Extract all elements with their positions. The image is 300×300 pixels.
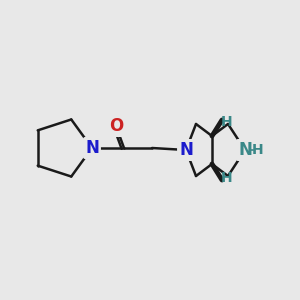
Text: H: H: [252, 143, 264, 157]
Text: N: N: [179, 141, 193, 159]
Text: N: N: [85, 139, 99, 157]
Text: H: H: [221, 171, 233, 185]
Text: H: H: [221, 115, 233, 129]
Text: O: O: [109, 117, 123, 135]
Text: N: N: [238, 141, 252, 159]
